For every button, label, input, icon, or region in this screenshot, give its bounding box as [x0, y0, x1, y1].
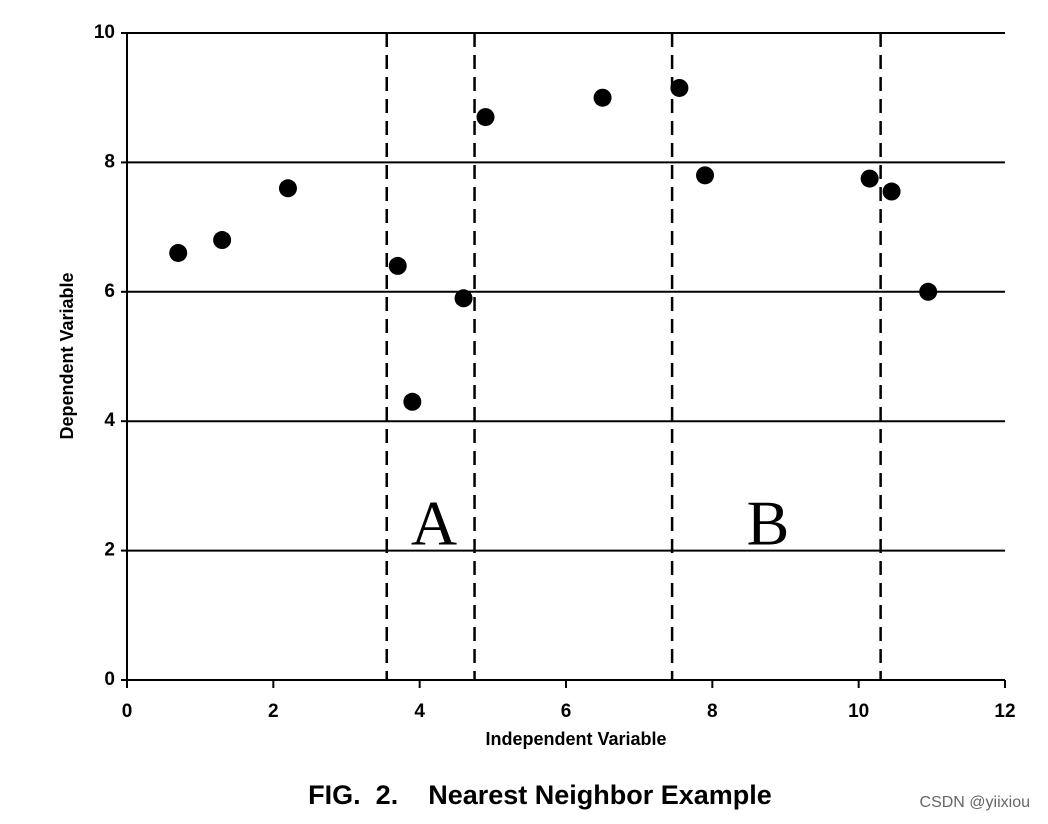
point — [882, 182, 901, 201]
x-axis-label: Independent Variable — [485, 729, 666, 749]
x-tick-label: 2 — [268, 701, 279, 722]
y-tick-label: 10 — [94, 22, 115, 43]
point — [278, 179, 297, 198]
point — [670, 78, 689, 97]
point — [919, 282, 938, 301]
x-tick-label: 4 — [414, 701, 425, 722]
y-tick-label: 4 — [104, 410, 115, 431]
x-tick-label: 6 — [561, 701, 572, 722]
point — [860, 169, 879, 188]
point — [388, 256, 407, 275]
y-tick-label: 2 — [104, 540, 115, 561]
y-tick-label: 6 — [104, 281, 115, 302]
y-axis-label: Dependent Variable — [57, 272, 77, 439]
point — [169, 243, 188, 262]
watermark: CSDN @yiixiou — [920, 794, 1030, 811]
point — [476, 108, 495, 127]
point — [213, 231, 232, 250]
x-tick-label: 10 — [848, 701, 869, 722]
point — [454, 289, 473, 308]
point — [403, 392, 422, 411]
chart-title: FIG. 2. Nearest Neighbor Example — [308, 780, 772, 810]
point — [593, 88, 612, 107]
x-tick-label: 0 — [122, 701, 133, 722]
y-tick-label: 0 — [104, 669, 115, 690]
x-tick-label: 8 — [707, 701, 718, 722]
annotation: B — [747, 488, 790, 559]
point — [696, 166, 715, 185]
annotation: A — [411, 488, 457, 559]
x-tick-label: 12 — [994, 701, 1015, 722]
y-tick-label: 8 — [104, 151, 115, 172]
